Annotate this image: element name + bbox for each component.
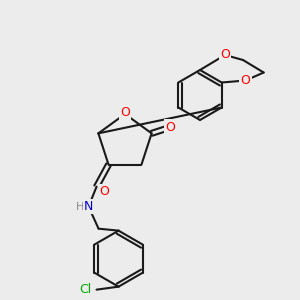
Text: O: O	[166, 121, 176, 134]
Text: O: O	[241, 74, 250, 87]
Text: O: O	[120, 106, 130, 118]
Text: H: H	[76, 202, 85, 212]
Text: N: N	[84, 200, 93, 213]
Text: Cl: Cl	[80, 283, 92, 296]
Text: O: O	[220, 49, 230, 62]
Text: O: O	[100, 185, 110, 198]
